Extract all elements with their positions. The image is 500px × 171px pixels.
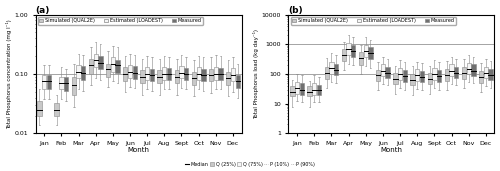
Bar bbox=[415, 69, 420, 81]
Bar bbox=[368, 47, 372, 59]
Bar bbox=[488, 69, 492, 80]
Bar bbox=[123, 67, 128, 81]
Bar bbox=[308, 87, 312, 96]
Bar bbox=[466, 63, 471, 74]
Bar bbox=[380, 64, 385, 76]
Bar bbox=[140, 70, 144, 83]
Bar bbox=[324, 67, 329, 79]
Bar bbox=[364, 45, 368, 57]
Bar bbox=[132, 66, 137, 79]
Legend: Simulated (QUAL2E), Estimated (LOADEST), Measured: Simulated (QUAL2E), Estimated (LOADEST),… bbox=[291, 17, 456, 25]
Y-axis label: Total Phosphorus load (kg day⁻¹): Total Phosphorus load (kg day⁻¹) bbox=[252, 29, 258, 119]
Bar bbox=[158, 70, 162, 83]
X-axis label: Month: Month bbox=[128, 147, 150, 154]
Bar bbox=[420, 71, 424, 82]
Legend: Simulated (QUAL2E), Estimated (LOADEST), Measured: Simulated (QUAL2E), Estimated (LOADEST),… bbox=[38, 17, 203, 25]
Bar bbox=[214, 67, 218, 80]
Bar bbox=[386, 67, 390, 78]
Y-axis label: Total Phosphorus concentration (mg l⁻¹): Total Phosphorus concentration (mg l⁻¹) bbox=[6, 19, 12, 129]
Bar bbox=[398, 68, 402, 80]
Bar bbox=[312, 83, 316, 95]
Bar bbox=[145, 67, 150, 80]
Bar bbox=[236, 75, 240, 88]
Bar bbox=[300, 83, 304, 95]
X-axis label: Month: Month bbox=[380, 147, 402, 154]
Bar bbox=[150, 69, 154, 81]
Bar bbox=[346, 43, 350, 55]
Bar bbox=[64, 77, 68, 91]
Bar bbox=[290, 87, 294, 96]
Bar bbox=[484, 67, 488, 78]
Bar bbox=[184, 68, 188, 80]
Bar bbox=[218, 68, 222, 80]
Text: (b): (b) bbox=[288, 5, 303, 15]
Bar bbox=[329, 62, 334, 74]
Bar bbox=[226, 71, 230, 85]
Bar bbox=[81, 66, 86, 80]
Bar bbox=[38, 101, 42, 116]
Bar bbox=[359, 52, 363, 65]
Bar bbox=[334, 64, 338, 75]
Bar bbox=[72, 77, 76, 95]
Bar bbox=[450, 64, 454, 76]
Bar bbox=[444, 69, 449, 81]
Bar bbox=[54, 103, 59, 116]
Bar bbox=[317, 85, 321, 95]
Bar bbox=[342, 49, 346, 61]
Bar bbox=[196, 67, 201, 80]
Bar bbox=[59, 77, 64, 89]
Bar bbox=[98, 56, 102, 69]
Bar bbox=[76, 65, 80, 78]
Bar bbox=[94, 54, 98, 67]
Text: (a): (a) bbox=[36, 5, 50, 15]
Bar bbox=[174, 70, 179, 83]
Bar bbox=[376, 70, 380, 81]
Bar bbox=[116, 60, 119, 73]
Bar bbox=[192, 71, 196, 85]
Bar bbox=[410, 74, 414, 85]
Bar bbox=[428, 73, 432, 84]
Bar bbox=[402, 70, 407, 82]
Bar bbox=[479, 71, 484, 83]
Bar bbox=[162, 67, 166, 80]
Bar bbox=[432, 68, 436, 80]
Bar bbox=[437, 70, 441, 82]
Bar bbox=[46, 75, 51, 89]
Bar bbox=[295, 82, 299, 94]
Bar bbox=[231, 68, 235, 81]
Bar bbox=[106, 64, 110, 77]
Bar bbox=[393, 73, 398, 84]
Bar bbox=[167, 68, 171, 80]
Legend: Median, Q (25%), Q (75%), P (10%), P (90%): Median, Q (25%), Q (75%), P (10%), P (90… bbox=[183, 160, 317, 169]
Bar bbox=[42, 75, 46, 89]
Bar bbox=[89, 59, 93, 74]
Bar bbox=[471, 64, 476, 76]
Bar bbox=[351, 45, 356, 57]
Bar bbox=[454, 67, 458, 78]
Bar bbox=[110, 57, 115, 71]
Bar bbox=[462, 67, 466, 79]
Bar bbox=[209, 69, 214, 81]
Bar bbox=[201, 69, 205, 81]
Bar bbox=[128, 65, 132, 78]
Bar bbox=[180, 66, 184, 78]
